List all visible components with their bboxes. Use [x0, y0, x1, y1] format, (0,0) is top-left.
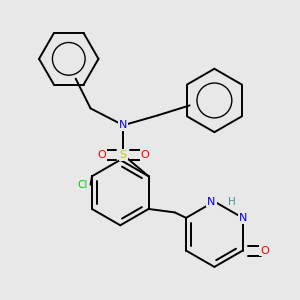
Text: Cl: Cl	[77, 180, 88, 190]
Text: O: O	[141, 150, 149, 160]
Text: O: O	[97, 150, 106, 160]
Text: H: H	[228, 196, 236, 206]
Text: N: N	[238, 213, 247, 223]
Text: N: N	[119, 120, 128, 130]
Text: O: O	[260, 246, 269, 256]
Text: S: S	[120, 150, 127, 160]
Text: N: N	[207, 196, 216, 206]
